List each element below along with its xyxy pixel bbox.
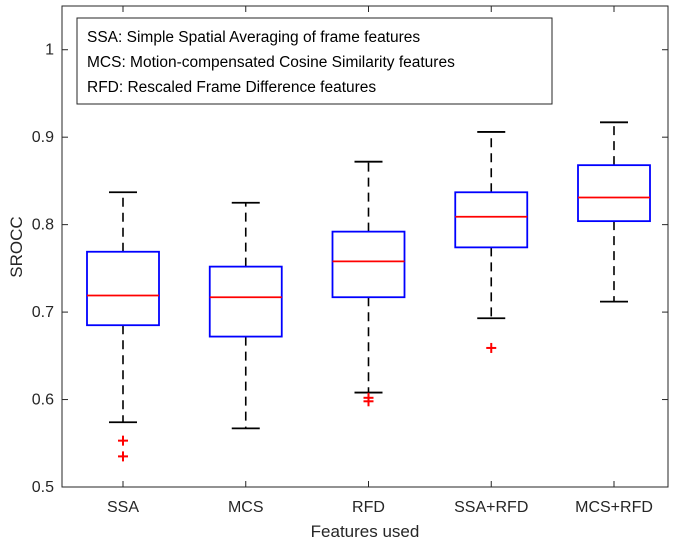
- box-ssa-rfd: [454, 131, 529, 353]
- iqr-box: [86, 250, 160, 327]
- x-tick-label: MCS+RFD: [575, 499, 653, 516]
- legend-entry-mcs: MCS: Motion-compensated Cosine Similarit…: [87, 54, 455, 71]
- box-mcs-rfd: [577, 121, 651, 303]
- box-ssa: [86, 191, 160, 462]
- box-mcs: [208, 201, 283, 430]
- box-series: [86, 121, 651, 462]
- iqr-box: [577, 164, 651, 223]
- x-tick-label: RFD: [352, 499, 385, 516]
- iqr-box: [454, 191, 529, 249]
- y-axis-ticks: 0.5 0.6 0.7 0.8 0.9 1: [32, 42, 668, 496]
- x-tick-label: SSA: [107, 499, 139, 516]
- outlier-point: [486, 342, 497, 353]
- outlier-point: [363, 396, 374, 407]
- x-axis-ticks: SSA MCS RFD SSA+RFD MCS+RFD: [107, 6, 653, 516]
- y-tick-label: 0.8: [32, 217, 54, 234]
- iqr-box: [208, 265, 283, 338]
- y-tick-label: 0.6: [32, 392, 54, 409]
- y-tick-label: 0.9: [32, 129, 54, 146]
- x-tick-label: SSA+RFD: [454, 499, 528, 516]
- iqr-box: [331, 230, 406, 299]
- legend-entry-rfd: RFD: Rescaled Frame Difference features: [87, 79, 376, 96]
- x-axis-label: Features used: [311, 522, 420, 541]
- outlier-point: [118, 435, 128, 446]
- legend: SSA: Simple Spatial Averaging of frame f…: [76, 17, 553, 105]
- y-tick-label: 0.7: [32, 304, 54, 321]
- box-rfd: [331, 160, 406, 407]
- legend-box: [76, 17, 553, 105]
- outlier-point: [118, 451, 128, 462]
- legend-entry-ssa: SSA: Simple Spatial Averaging of frame f…: [87, 29, 420, 46]
- x-tick-label: MCS: [228, 499, 264, 516]
- y-axis-label: SROCC: [7, 216, 26, 277]
- y-tick-label: 0.5: [32, 479, 54, 496]
- y-tick-label: 1: [45, 42, 54, 59]
